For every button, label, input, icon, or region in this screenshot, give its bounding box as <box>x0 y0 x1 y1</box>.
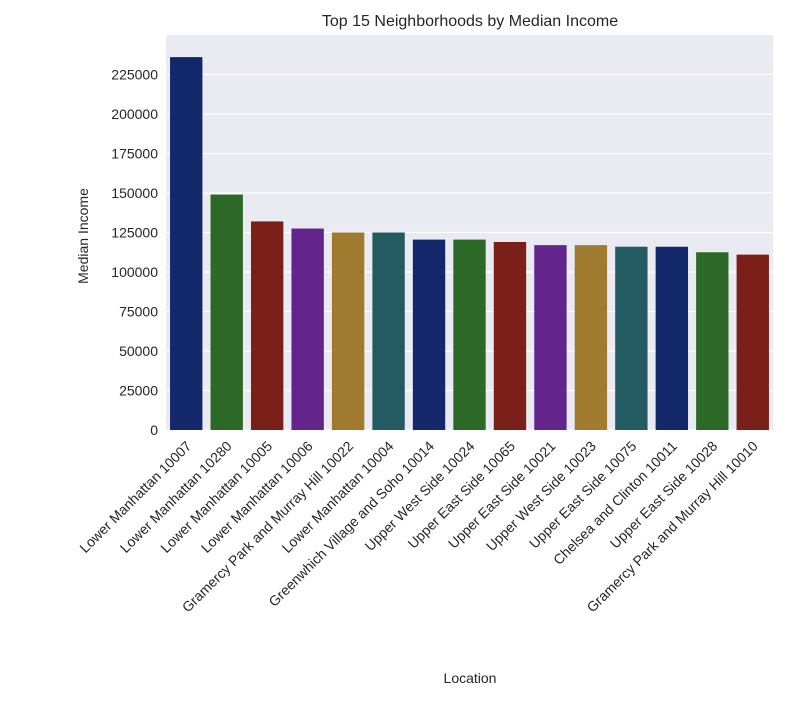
bar <box>534 245 567 430</box>
bars <box>170 57 769 431</box>
y-tick-label: 175000 <box>111 146 158 162</box>
bar <box>453 239 486 430</box>
y-tick-label: 100000 <box>111 264 158 280</box>
y-tick-label: 75000 <box>119 304 158 320</box>
bar <box>250 221 284 430</box>
y-tick-label: 200000 <box>111 106 158 122</box>
y-tick-label: 150000 <box>111 185 158 201</box>
bar <box>291 228 324 430</box>
bar <box>210 194 243 430</box>
bar <box>493 241 527 430</box>
y-tick-label: 50000 <box>119 343 158 359</box>
bar <box>412 239 446 430</box>
y-tick-label: 125000 <box>111 225 158 241</box>
y-tick-label: 0 <box>150 422 158 438</box>
bar <box>170 57 203 431</box>
bar <box>736 254 769 430</box>
chart-title: Top 15 Neighborhoods by Median Income <box>322 13 618 30</box>
bar <box>574 245 608 430</box>
bar <box>696 252 729 430</box>
bar <box>655 246 689 430</box>
bar <box>615 246 648 430</box>
y-tick-label: 25000 <box>119 383 158 399</box>
y-axis-label: Median Income <box>75 188 91 284</box>
x-axis-label: Location <box>444 670 497 686</box>
y-tick-label: 225000 <box>111 67 158 83</box>
bar <box>331 232 365 430</box>
y-axis-ticks: 0 25000 50000 75000 100000 125000 150000 175000… <box>111 67 158 439</box>
bar <box>372 232 405 430</box>
